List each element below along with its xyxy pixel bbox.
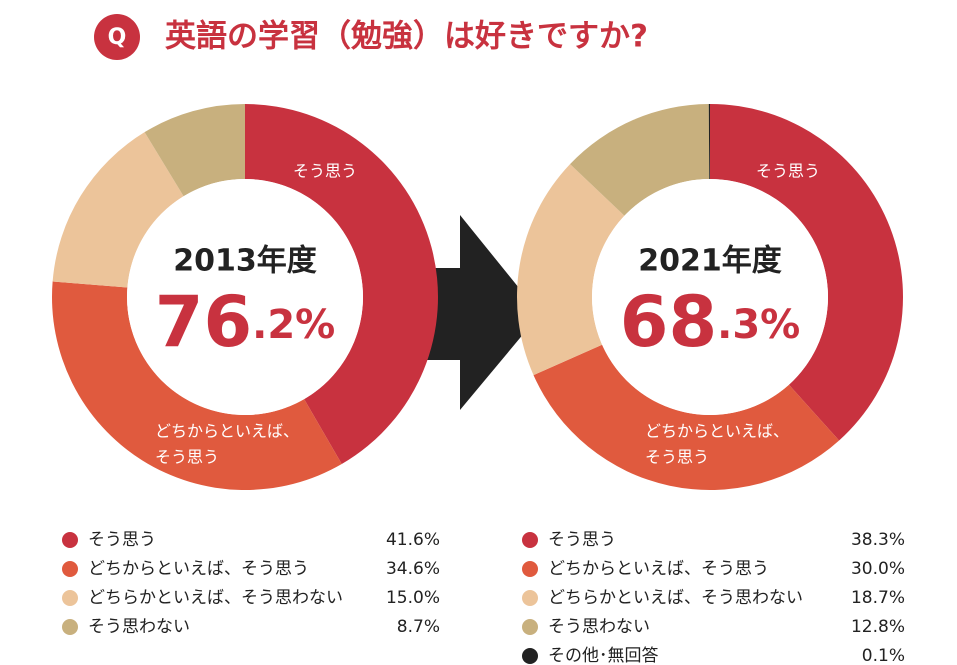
center-value-int: 68 — [620, 281, 717, 363]
legend-dot — [522, 648, 538, 664]
legend-value: 8.7% — [397, 617, 440, 637]
legend-label: そう思う — [88, 530, 156, 550]
slice-label: どちからといえば、 — [155, 422, 299, 441]
center-subtitle: 2021年度 — [638, 244, 782, 279]
legend-value: 41.6% — [386, 530, 440, 550]
slice-label: どちからといえば、 — [645, 422, 789, 441]
question-title: 英語の学習（勉強）は好きですか? — [165, 19, 648, 55]
q-badge: Q — [108, 25, 127, 50]
center-value: 76.2% — [155, 281, 336, 363]
legend-label: どちからといえば、そう思う — [88, 559, 309, 579]
donut-slice — [533, 344, 840, 491]
legend-dot — [522, 619, 538, 635]
q-badge-bg — [94, 14, 140, 60]
donut-slice — [710, 104, 903, 441]
donut-hole — [127, 179, 363, 415]
center-value-int: 76 — [155, 281, 252, 363]
legend-dot — [62, 561, 78, 577]
legend-dot — [62, 590, 78, 606]
legend-value: 15.0% — [386, 588, 440, 608]
legend-value: 30.0% — [851, 559, 905, 579]
donut-slice — [708, 104, 710, 180]
donut-slice — [516, 164, 625, 376]
slice-label: そう思う — [645, 448, 709, 467]
legend-value: 38.3% — [851, 530, 905, 550]
legend-label: そう思わない — [548, 617, 650, 637]
center-value: 68.3% — [620, 281, 801, 363]
donut-slice — [245, 104, 439, 464]
legend-dot — [522, 590, 538, 606]
center-subtitle: 2013年度 — [173, 244, 317, 279]
donut-slice — [51, 281, 342, 491]
donut-hole — [592, 179, 828, 415]
legend-dot — [522, 561, 538, 577]
legend-value: 34.6% — [386, 559, 440, 579]
legend-dot — [62, 532, 78, 548]
legend-label: その他･無回答 — [548, 646, 659, 665]
donut-slice — [570, 104, 710, 216]
legend-label: どちからといえば、そう思う — [548, 559, 769, 579]
legend-dot — [522, 532, 538, 548]
slice-label: そう思う — [155, 448, 219, 467]
legend-label: そう思う — [548, 530, 616, 550]
legend-value: 12.8% — [851, 617, 905, 637]
legend-value: 0.1% — [862, 646, 905, 665]
donut-slice — [144, 104, 245, 197]
slice-label: そう思う — [293, 162, 357, 181]
center-value-dec: .3% — [717, 302, 800, 348]
donut-slice — [52, 132, 184, 288]
center-value-dec: .2% — [252, 302, 335, 348]
slice-label: そう思う — [756, 162, 820, 181]
legend-label: そう思わない — [88, 617, 190, 637]
legend-value: 18.7% — [851, 588, 905, 608]
legend-label: どちらかといえば、そう思わない — [88, 588, 343, 608]
legend-label: どちらかといえば、そう思わない — [548, 588, 803, 608]
arrow — [410, 215, 540, 410]
legend-dot — [62, 619, 78, 635]
